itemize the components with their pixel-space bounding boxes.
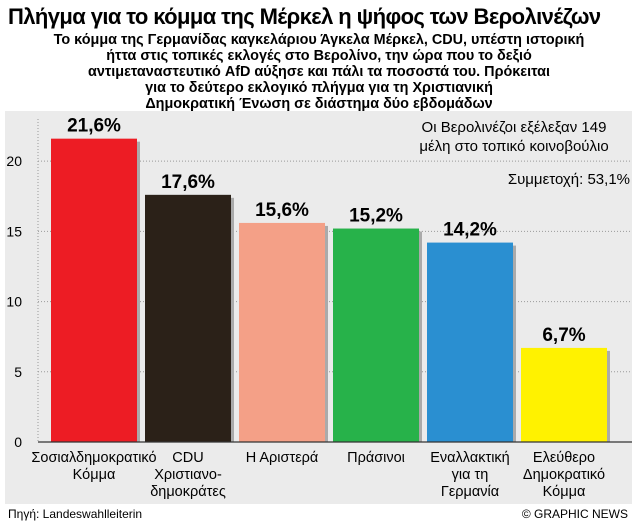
credit-note: © GRAPHIC NEWS — [521, 507, 628, 521]
subtitle-line-2: ήττα στις τοπικές εκλογές στο Βερολίνο, … — [106, 48, 532, 64]
seats-note-line2: μέλη στο τοπικό κοινοβούλιο — [419, 138, 609, 155]
category-label: CDU — [172, 450, 203, 466]
chart-subtitle: Το κόμμα της Γερμανίδας καγκελάριου Άγκε… — [8, 32, 630, 112]
source-note: Πηγή: Landeswahlleiterin — [8, 507, 143, 521]
subtitle-line-4: για το δεύτερο εκλογικό πλήγμα για τη Χρ… — [145, 80, 493, 96]
bar — [51, 138, 137, 442]
subtitle-line-3: αντιμεταναστευτικό AfD αύξησε και πάλι τ… — [88, 64, 550, 80]
bar — [333, 228, 419, 442]
category-label: Η Αριστερά — [246, 450, 319, 466]
chart-title: Πλήγμα για το κόμμα της Μέρκελ η ψήφος τ… — [8, 4, 601, 29]
bar-value-label: 14,2% — [443, 220, 497, 241]
category-label: Σοσιαλδημοκρατικό — [31, 450, 156, 466]
turnout-note: Συμμετοχή: 53,1% — [507, 171, 630, 188]
bar-value-label: 21,6% — [67, 116, 121, 137]
y-tick-label: 0 — [14, 434, 22, 450]
y-tick-label: 20 — [6, 153, 22, 169]
subtitle-line-1: Το κόμμα της Γερμανίδας καγκελάριου Άγκε… — [53, 32, 585, 48]
bar-value-label: 17,6% — [161, 172, 215, 193]
category-label: δημοκράτες — [150, 484, 226, 500]
category-label: Πράσινοι — [347, 450, 405, 466]
bar — [521, 347, 607, 442]
bar-value-label: 6,7% — [542, 325, 585, 346]
y-tick-label: 10 — [6, 294, 22, 310]
bar — [427, 242, 513, 442]
bar-value-label: 15,6% — [255, 200, 309, 221]
y-tick-label: 5 — [14, 364, 22, 380]
category-label: Κόμμα — [73, 467, 116, 483]
category-label: Χριστιανο- — [154, 467, 222, 483]
seats-note-line1: Οι Βερολινέζοι εξέλεξαν 149 — [421, 119, 607, 136]
bar — [145, 194, 231, 442]
category-label: Ελεύθερο — [533, 450, 595, 466]
category-label: Γερμανία — [441, 484, 499, 500]
bar — [239, 222, 325, 442]
category-label: για τη — [452, 467, 489, 483]
category-label: Κόμμα — [543, 484, 586, 500]
y-tick-label: 15 — [6, 223, 22, 239]
subtitle-line-5: Δημοκρατική Ένωση σε διάστημα δύο εβδομά… — [145, 96, 493, 112]
category-label: Δημοκρατικό — [523, 467, 605, 483]
bar-value-label: 15,2% — [349, 206, 403, 227]
category-label: Εναλλακτική — [430, 450, 509, 466]
